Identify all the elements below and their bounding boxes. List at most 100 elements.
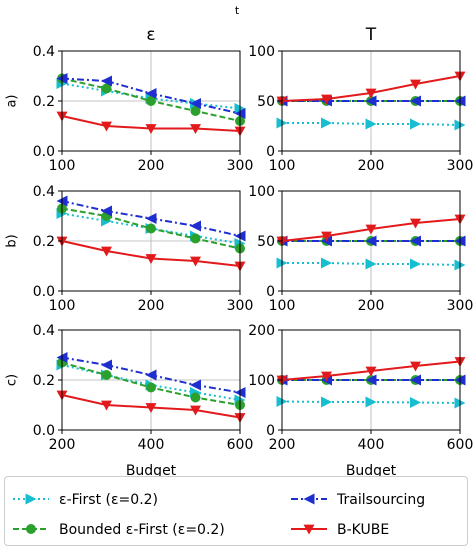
data-point bbox=[101, 359, 112, 371]
data-point bbox=[101, 400, 112, 411]
y-tick-label: 0.0 bbox=[33, 423, 55, 439]
y-tick-label: 0.2 bbox=[33, 373, 55, 389]
row-label: c) bbox=[5, 374, 20, 386]
data-point bbox=[101, 83, 112, 94]
data-point bbox=[145, 403, 157, 413]
y-tick-label: 0 bbox=[266, 423, 275, 439]
data-point bbox=[190, 405, 201, 416]
y-tick-label: 0.4 bbox=[33, 184, 55, 200]
y-tick-label: 0 bbox=[266, 284, 275, 300]
legend-marker bbox=[26, 524, 36, 534]
x-tick-label: 300 bbox=[447, 158, 474, 174]
data-point bbox=[365, 95, 377, 107]
subplot-c-T: 200 400 600 0 100 200 bbox=[248, 323, 473, 453]
y-tick-label: 0.0 bbox=[33, 144, 55, 160]
y-tick-label: 100 bbox=[248, 373, 275, 389]
y-tick-label: 0.2 bbox=[33, 94, 55, 110]
legend-marker bbox=[25, 493, 37, 505]
data-point bbox=[365, 374, 377, 386]
subplot-b-eps: 100 200 300 0.0 0.2 0.4 bbox=[33, 184, 254, 314]
x-tick-label: 400 bbox=[138, 437, 165, 453]
data-point bbox=[321, 371, 332, 382]
y-tick-label: 100 bbox=[248, 184, 275, 200]
y-tick-label: 200 bbox=[248, 323, 275, 339]
data-point bbox=[145, 369, 157, 381]
data-point bbox=[365, 224, 377, 235]
data-point bbox=[410, 118, 421, 130]
x-tick-label: 100 bbox=[49, 298, 76, 314]
data-point bbox=[146, 96, 156, 106]
data-point bbox=[410, 95, 421, 107]
subplot-b-T: 100 200 300 0 50 100 bbox=[248, 184, 473, 314]
data-point bbox=[101, 205, 112, 217]
data-point bbox=[190, 220, 201, 232]
legend-label: Trailsourcing bbox=[336, 492, 425, 508]
subplot-c-eps: 200 400 600 0.0 0.2 0.4 bbox=[33, 323, 254, 453]
column-title: ε bbox=[146, 25, 155, 45]
data-point bbox=[190, 233, 201, 244]
y-tick-label: 0 bbox=[266, 144, 275, 160]
legend-entry: B-KUBE bbox=[291, 522, 389, 538]
data-point bbox=[145, 213, 157, 224]
column-title: T bbox=[365, 25, 377, 45]
data-point bbox=[190, 392, 201, 403]
x-tick-label: 200 bbox=[269, 437, 296, 453]
data-point bbox=[146, 223, 156, 234]
legend-marker bbox=[303, 524, 315, 535]
data-point bbox=[321, 94, 332, 105]
subplot-a-eps: 100 200 300 0.0 0.2 0.4 bbox=[33, 44, 254, 174]
x-tick-label: 200 bbox=[49, 437, 76, 453]
data-point bbox=[410, 235, 421, 247]
y-tick-label: 100 bbox=[248, 44, 275, 60]
x-tick-label: 300 bbox=[447, 298, 474, 314]
data-point bbox=[145, 124, 157, 134]
x-tick-label: 300 bbox=[227, 298, 254, 314]
x-axis-label: Budget bbox=[346, 463, 397, 479]
data-point bbox=[410, 258, 421, 270]
data-point bbox=[190, 256, 201, 267]
legend-entry: Trailsourcing bbox=[291, 492, 425, 508]
x-tick-label: 200 bbox=[138, 158, 165, 174]
legend-label: B-KUBE bbox=[337, 522, 389, 538]
legend-label: Bounded ε-First (ε=0.2) bbox=[59, 522, 225, 538]
y-tick-label: 0.2 bbox=[33, 234, 55, 250]
data-point bbox=[101, 246, 112, 257]
x-tick-label: 300 bbox=[227, 158, 254, 174]
data-point bbox=[101, 75, 112, 87]
data-point bbox=[410, 374, 421, 386]
data-point bbox=[321, 257, 332, 269]
data-point bbox=[410, 361, 421, 372]
legend-label: ε-First (ε=0.2) bbox=[59, 492, 158, 508]
x-tick-label: 600 bbox=[227, 437, 254, 453]
y-tick-label: 50 bbox=[257, 94, 275, 110]
subplot-a-T: 100 200 300 0 50 100 bbox=[248, 44, 473, 174]
data-point bbox=[321, 117, 332, 129]
y-tick-label: 0.4 bbox=[33, 44, 55, 60]
data-point bbox=[101, 370, 112, 380]
data-point bbox=[190, 106, 201, 116]
data-point bbox=[101, 121, 112, 132]
x-tick-label: 100 bbox=[49, 158, 76, 174]
x-axis-label: Budget bbox=[126, 463, 177, 479]
data-point bbox=[190, 98, 201, 109]
data-point bbox=[321, 396, 332, 408]
data-point bbox=[145, 254, 157, 264]
data-point bbox=[365, 366, 377, 377]
data-point bbox=[365, 396, 377, 408]
row-label: a) bbox=[5, 94, 20, 107]
data-point bbox=[365, 118, 377, 130]
y-tick-label: 0.0 bbox=[33, 284, 55, 300]
data-point bbox=[410, 397, 421, 408]
x-tick-label: 200 bbox=[358, 298, 385, 314]
data-point bbox=[365, 235, 377, 247]
row-label: b) bbox=[5, 234, 20, 247]
data-point bbox=[365, 258, 377, 270]
legend-marker bbox=[303, 493, 315, 505]
x-tick-label: 100 bbox=[269, 298, 296, 314]
x-tick-label: 200 bbox=[358, 158, 385, 174]
y-tick-label: 50 bbox=[257, 234, 275, 250]
data-point bbox=[410, 218, 421, 229]
legend-entry: ε-First (ε=0.2) bbox=[13, 492, 158, 508]
data-point bbox=[321, 231, 332, 242]
